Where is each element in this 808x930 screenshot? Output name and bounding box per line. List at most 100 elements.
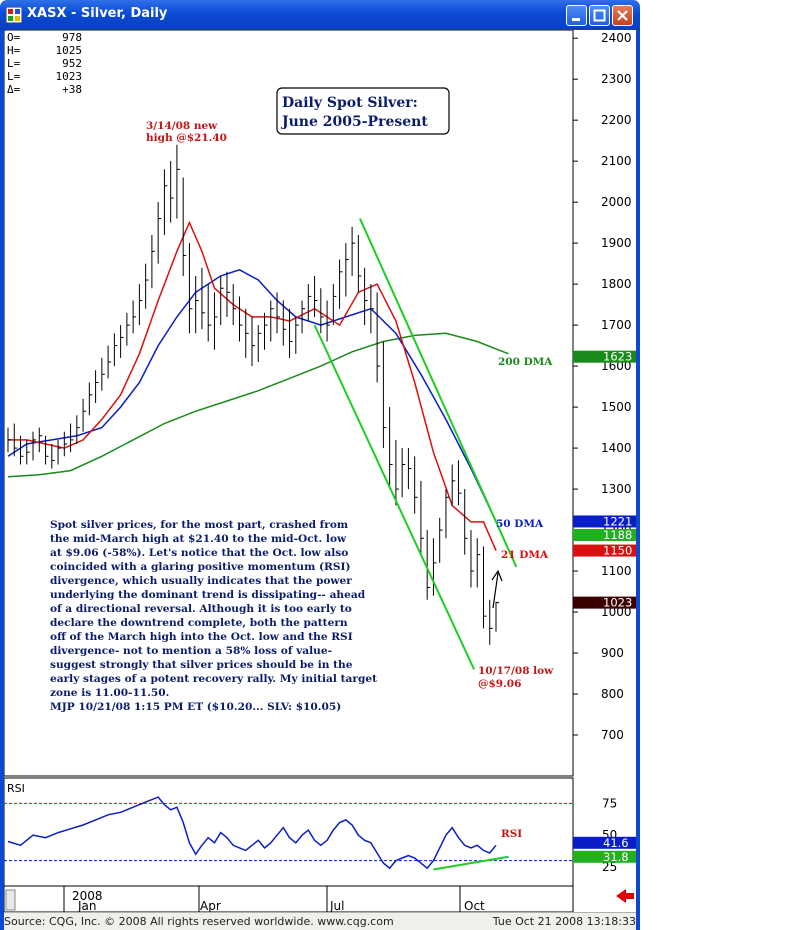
y-tick-label: 2400: [601, 31, 632, 45]
y-tick-label: 2300: [601, 72, 632, 86]
commentary-line: early stages of a potent recovery rally.…: [50, 673, 377, 685]
commentary-line: of a directional reversal. Although it i…: [50, 603, 352, 615]
ohlc-value: 978: [62, 31, 82, 44]
rsi-value-tag-text: 41.6: [603, 836, 629, 850]
chart-title-line-1: Daily Spot Silver:: [282, 95, 418, 111]
maximize-icon: [593, 9, 606, 22]
rsi-value-tag: [573, 836, 636, 849]
commentary-line: at $9.06 (-58%). Let's notice that the O…: [50, 547, 349, 559]
scroll-right-icon[interactable]: [616, 889, 634, 903]
commentary: Spot silver prices, for the most part, c…: [50, 518, 420, 714]
commentary-line: suggest strongly that silver prices shou…: [50, 659, 353, 671]
minimize-icon: [572, 18, 580, 21]
commentary-line: underlying the dominant trend is dissipa…: [50, 589, 366, 601]
title-bar[interactable]: XASX - Silver, Daily: [0, 0, 640, 30]
y-tick-label: 1900: [601, 236, 632, 250]
close-icon: [617, 10, 628, 21]
y-tick-label: 1700: [601, 318, 632, 332]
close-button[interactable]: [612, 5, 633, 26]
x-tick-label: 2008: [72, 889, 103, 903]
trend-channel: [313, 218, 518, 670]
dma21-price-tag-text: 1150: [603, 544, 632, 558]
y-axis-ticks: 7008009001000110012001300140015001600170…: [573, 31, 632, 742]
y-tick-label: 1400: [601, 441, 632, 455]
status-bar: Source: CQG, Inc. © 2008 All rights rese…: [4, 912, 636, 930]
window-title: XASX - Silver, Daily: [27, 6, 168, 21]
chart-title-line-2: June 2005-Present: [280, 114, 428, 130]
ohlc-value: +38: [62, 83, 82, 96]
dma200-price-tag: [573, 350, 636, 363]
y-tick-label: 1800: [601, 277, 632, 291]
x-tick-label: Jul: [329, 899, 344, 912]
price-bars: [7, 144, 499, 645]
last-price-tag-text: 1023: [603, 596, 632, 610]
dma21-label: 21 DMA: [501, 549, 549, 561]
ohlc-label: L=: [7, 70, 21, 83]
last-price-tag: [573, 596, 636, 609]
ohlc-label: H=: [7, 44, 21, 57]
y-tick-label: 1100: [601, 564, 632, 578]
trend-line: [359, 218, 518, 568]
commentary-line: the mid-March high at $21.40 to the mid-…: [50, 533, 347, 545]
rsi-tick-label: 25: [602, 860, 617, 874]
high-annotation-line-1: 3/14/08 new: [146, 120, 218, 132]
dma50-price-tag: [573, 515, 636, 528]
ohlc-label: O=: [7, 31, 21, 44]
y-tick-label: 2100: [601, 154, 632, 168]
app-icon: [6, 7, 22, 23]
chart-window: XASX - Silver, Daily 7008009001000110012…: [0, 0, 640, 930]
x-tick-label: Jan: [77, 899, 97, 912]
source-credit: Source: CQG, Inc. © 2008 All rights rese…: [4, 915, 394, 928]
ohlc-value: 1023: [56, 70, 83, 83]
ohlc-label: Δ=: [7, 83, 21, 96]
y-tick-label: 1500: [601, 400, 632, 414]
commentary-line: divergence, which usually indicates that…: [50, 575, 352, 587]
price-chart: 7008009001000110012001300140015001600170…: [4, 30, 636, 912]
rsi-panel-label: RSI: [7, 782, 25, 795]
commentary-line: Spot silver prices, for the most part, c…: [50, 519, 349, 531]
status-timestamp: Tue Oct 21 2008 13:18:33: [492, 915, 636, 928]
projection-arrow: [492, 572, 499, 609]
x-axis-panel: [4, 885, 574, 912]
title-box: [276, 87, 450, 135]
window-frame-right: [636, 30, 640, 930]
arrow-head-icon: [491, 569, 503, 582]
low-annotation-line-2: @$9.06: [478, 678, 521, 690]
rsi-panel: [4, 777, 574, 887]
ohlc-readout: O= 978 H= 1025 L= 952 L= 1023 Δ= +38: [7, 31, 82, 96]
series-line-200-dma: [7, 332, 509, 478]
commentary-line: divergence- not to mention a 58% loss of…: [50, 645, 333, 657]
ohlc-value: 952: [62, 57, 82, 70]
x-tick-label: Apr: [200, 899, 221, 912]
rsi-annotation: RSI: [501, 828, 522, 840]
green-price-tag: [573, 528, 636, 541]
rsi-divergence-line: [433, 855, 509, 871]
rsi-tick-label: 75: [602, 796, 617, 810]
x-tick-label: Oct: [464, 899, 485, 912]
commentary-line: zone is 11.00-11.50.: [50, 687, 170, 699]
dma50-label: 50 DMA: [496, 518, 544, 530]
commentary-line: coincided with a glaring positive moment…: [50, 561, 351, 573]
y-tick-label: 2200: [601, 113, 632, 127]
y-tick-label: 900: [601, 646, 624, 660]
y-tick-label: 1300: [601, 482, 632, 496]
scroll-handle[interactable]: [5, 889, 16, 911]
window-frame-left: [0, 30, 4, 930]
moving-averages: [7, 220, 509, 551]
commentary-line: off of the March high into the Oct. low …: [50, 631, 353, 643]
maximize-button[interactable]: [589, 5, 610, 26]
rsi-line: [7, 796, 497, 870]
dma200-label: 200 DMA: [498, 356, 553, 368]
ohlc-label: L=: [7, 57, 21, 70]
green-price-tag-text: 1188: [603, 528, 632, 542]
trend-line: [313, 324, 476, 670]
commentary-line: declare the downtrend complete, both the…: [50, 617, 348, 629]
commentary-signature: MJP 10/21/08 1:15 PM ET ($10.20... SLV: …: [50, 701, 342, 713]
y-tick-label: 800: [601, 687, 624, 701]
series-line-21-dma: [8, 220, 497, 551]
minimize-button[interactable]: [566, 5, 587, 26]
low-annotation-line-1: 10/17/08 low: [478, 665, 554, 677]
